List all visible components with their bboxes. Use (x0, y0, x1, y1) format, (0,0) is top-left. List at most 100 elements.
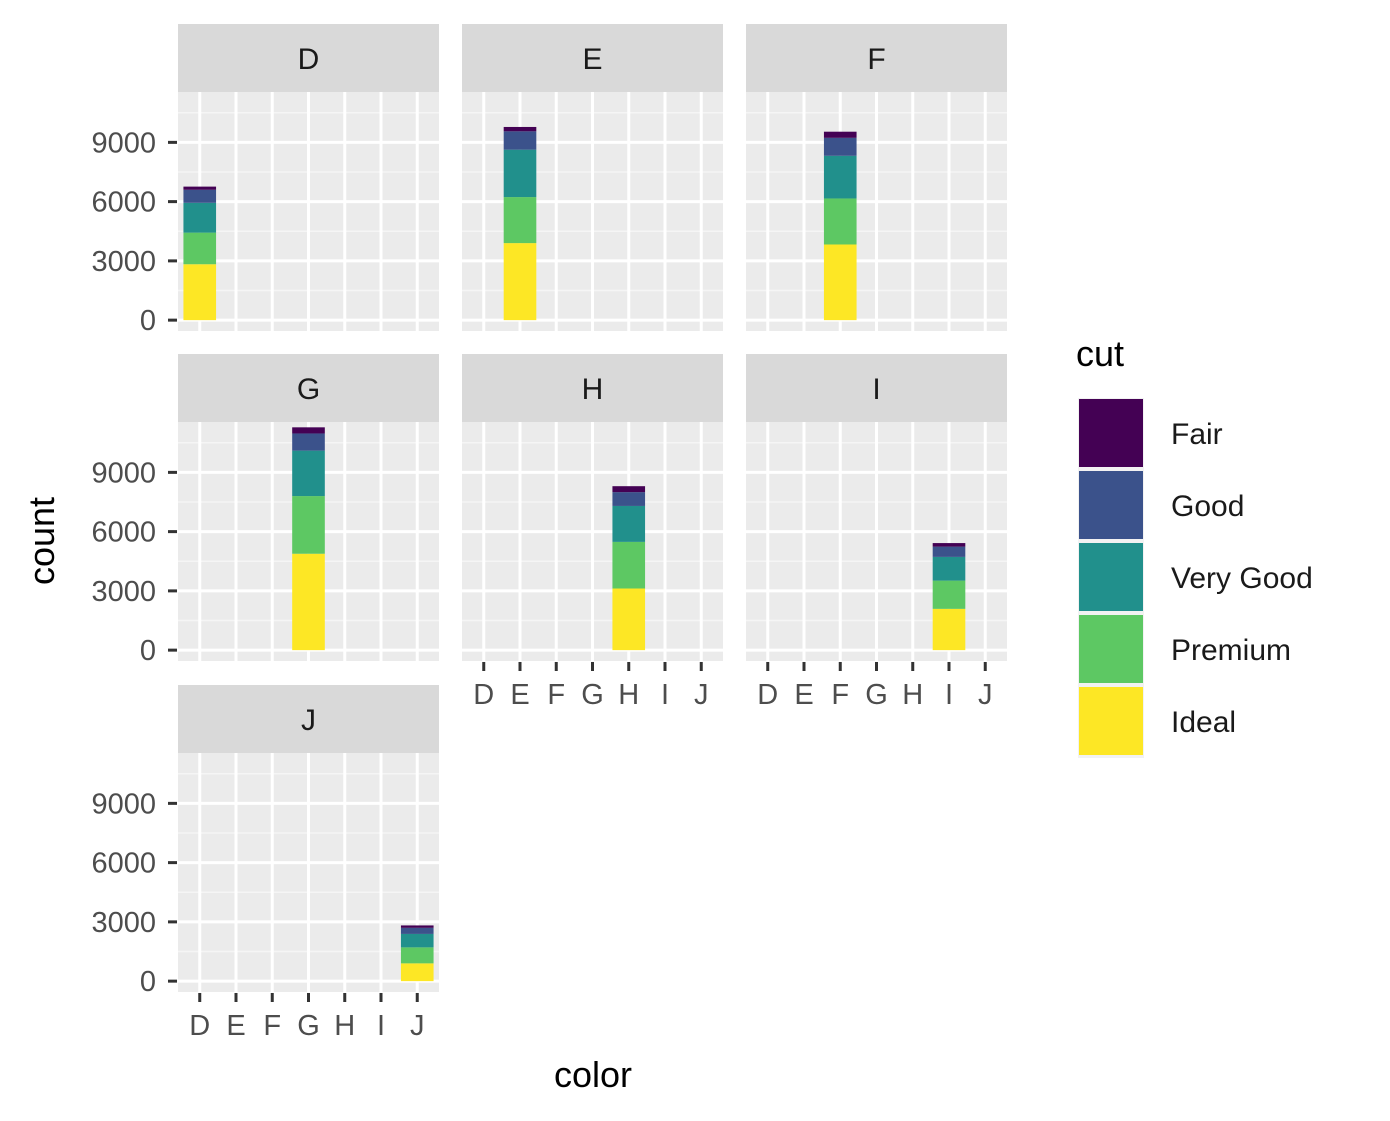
bar-segment-very-good (183, 202, 217, 233)
bar-segment-good (612, 492, 646, 506)
bar-segment-good (400, 927, 434, 934)
facet-strip (178, 354, 439, 422)
x-tick-label: H (334, 1010, 355, 1042)
facet-strip-label: G (297, 373, 320, 406)
facet-panel-H: H (462, 354, 723, 661)
legend-key (1079, 471, 1143, 539)
legend-key (1079, 687, 1143, 755)
facet-strip (178, 24, 439, 92)
facet-strip-label: F (867, 43, 885, 76)
x-tick-label: H (618, 679, 639, 711)
bar-segment-fair (400, 925, 434, 928)
y-tick-label: 3000 (91, 246, 156, 278)
bar-segment-very-good (503, 149, 537, 198)
facet-strip-label: D (298, 43, 320, 76)
x-tick-label: D (473, 679, 494, 711)
x-tick-label: J (978, 679, 993, 711)
bar-segment-ideal (183, 264, 217, 321)
x-tick-label: E (226, 1010, 245, 1042)
bar-segment-ideal (612, 588, 646, 651)
legend-item-very-good: Very Good (1078, 542, 1313, 614)
legend-key (1079, 399, 1143, 467)
facet-panel-G: G (178, 354, 439, 661)
facet-strip (178, 685, 439, 753)
bar-segment-ideal (503, 243, 537, 321)
legend: cut Fair Good Very Good Premium Ideal (1076, 333, 1313, 758)
bar-segment-good (932, 546, 966, 557)
bar-segment-premium (932, 580, 966, 609)
facet-panel-J: J (178, 685, 439, 992)
x-tick-label: I (945, 679, 953, 711)
bar-segment-ideal (823, 244, 857, 321)
x-axis-title: color (554, 1054, 632, 1095)
bar-segment-premium (400, 947, 434, 964)
facet-strip-label: I (872, 373, 880, 406)
legend-label: Ideal (1171, 706, 1236, 739)
legend-label: Fair (1171, 418, 1223, 451)
legend-item-ideal: Ideal (1078, 686, 1236, 758)
y-tick-label: 3000 (91, 907, 156, 939)
y-tick-label: 0 (140, 966, 156, 998)
legend-item-premium: Premium (1078, 614, 1291, 686)
x-tick-label: F (547, 679, 565, 711)
legend-label: Very Good (1171, 562, 1313, 595)
bar-segment-good (823, 137, 857, 156)
x-tick-label: E (510, 679, 529, 711)
x-tick-label: F (831, 679, 849, 711)
facet-panels: D E FG H IJ (178, 24, 1007, 992)
legend-title: cut (1076, 333, 1124, 374)
x-tick-label: I (661, 679, 669, 711)
bar-segment-very-good (400, 933, 434, 948)
bar-segment-ideal (932, 608, 966, 651)
x-tick-label: G (581, 679, 604, 711)
y-tick-label: 6000 (91, 848, 156, 880)
bar-segment-good (292, 433, 325, 451)
facet-panel-F: F (746, 24, 1007, 331)
legend-key (1079, 543, 1143, 611)
bar-segment-fair (612, 486, 646, 493)
bar-segment-very-good (932, 556, 966, 581)
facet-strip (462, 24, 723, 92)
bar-segment-good (503, 131, 537, 150)
y-tick-label: 9000 (91, 457, 156, 489)
y-tick-label: 9000 (91, 127, 156, 159)
x-tick-label: G (865, 679, 888, 711)
y-tick-label: 6000 (91, 187, 156, 219)
bar-segment-fair (292, 427, 325, 434)
legend-item-fair: Fair (1078, 398, 1223, 470)
y-tick-label: 3000 (91, 576, 156, 608)
x-tick-label: F (263, 1010, 281, 1042)
legend-item-good: Good (1078, 470, 1244, 542)
x-tick-label: J (694, 679, 709, 711)
bar-segment-fair (823, 131, 857, 138)
bar-segment-premium (612, 541, 646, 589)
facet-strip (746, 24, 1007, 92)
facet-strip-label: E (582, 43, 602, 76)
bar-segment-premium (823, 198, 857, 245)
bar-segment-fair (183, 186, 217, 190)
x-tick-label: D (757, 679, 778, 711)
legend-label: Premium (1171, 634, 1291, 667)
bar-segment-fair (932, 543, 966, 547)
facet-panel-I: I (746, 354, 1007, 661)
facet-strip (746, 354, 1007, 422)
facet-strip-label: J (301, 704, 316, 737)
facet-strip-label: H (582, 373, 604, 406)
x-tick-label: E (794, 679, 813, 711)
bar-segment-fair (503, 126, 537, 132)
bar-segment-ideal (400, 963, 434, 982)
y-tick-label: 0 (140, 305, 156, 337)
bar-segment-very-good (292, 450, 325, 497)
bar-segment-premium (292, 496, 325, 554)
x-tick-label: I (377, 1010, 385, 1042)
bar-segment-premium (503, 197, 537, 244)
facet-strip (462, 354, 723, 422)
bar-segment-good (183, 189, 217, 203)
bar-segment-very-good (823, 155, 857, 199)
y-tick-label: 9000 (91, 788, 156, 820)
legend-key (1079, 615, 1143, 683)
legend-label: Good (1171, 490, 1244, 523)
y-tick-label: 0 (140, 635, 156, 667)
